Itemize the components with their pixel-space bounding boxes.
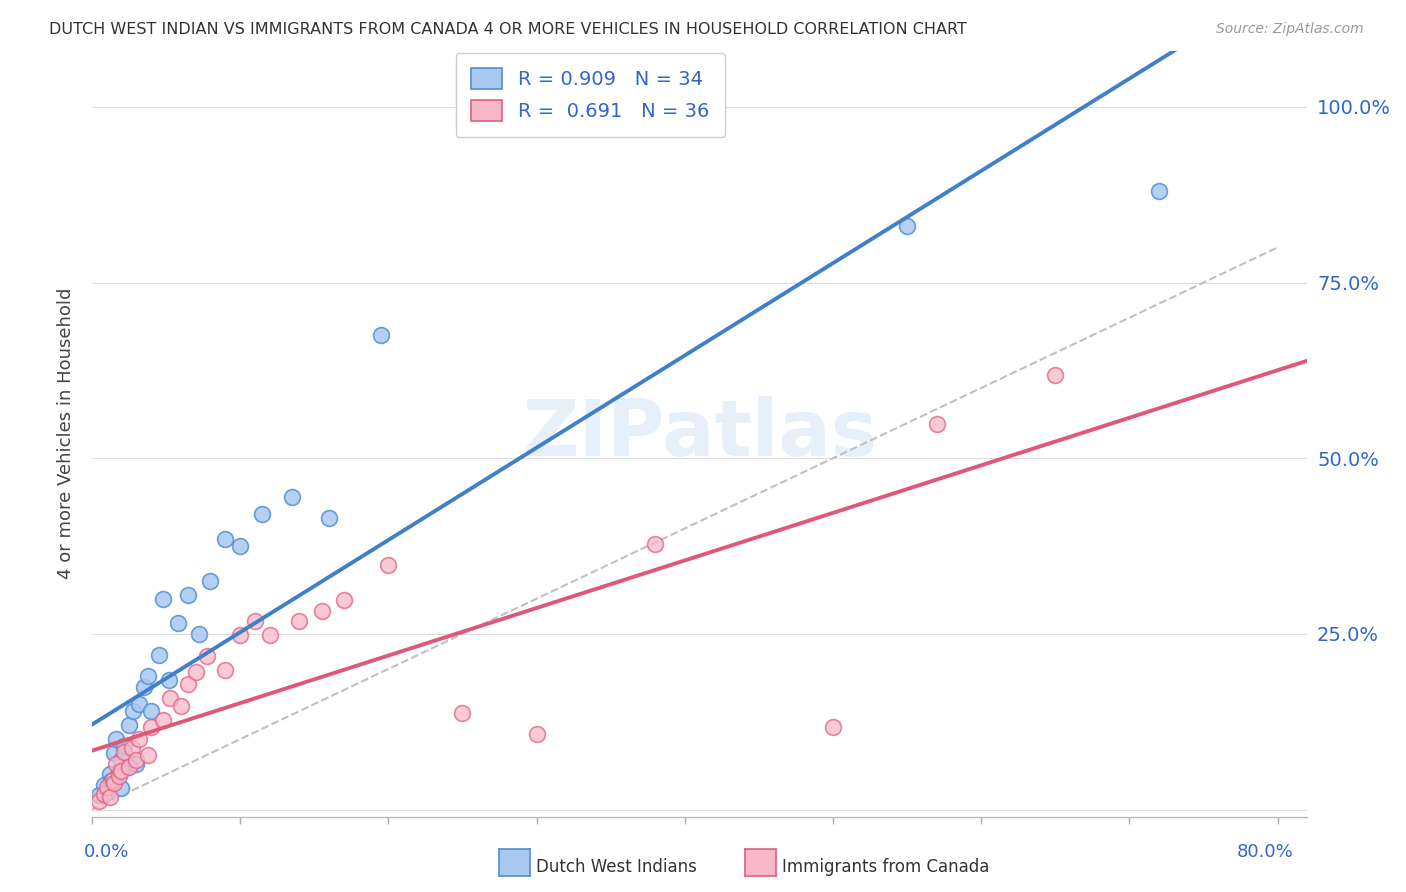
Point bbox=[101, 772, 124, 787]
Point bbox=[370, 328, 392, 343]
Point bbox=[125, 753, 148, 767]
Point bbox=[98, 767, 121, 781]
Point bbox=[200, 574, 222, 589]
Point bbox=[107, 764, 129, 778]
Point bbox=[644, 537, 666, 551]
Point bbox=[377, 558, 399, 572]
Point bbox=[526, 726, 548, 740]
Point bbox=[821, 720, 844, 734]
Point bbox=[114, 739, 136, 754]
Point bbox=[93, 787, 115, 801]
Point bbox=[184, 665, 207, 680]
Point bbox=[103, 776, 125, 790]
Point bbox=[89, 789, 111, 803]
Point bbox=[214, 664, 236, 678]
Point bbox=[118, 718, 141, 732]
Point bbox=[166, 616, 188, 631]
Text: 80.0%: 80.0% bbox=[1237, 843, 1294, 861]
Point bbox=[107, 769, 129, 783]
Text: 0.0%: 0.0% bbox=[84, 843, 129, 861]
Point bbox=[96, 780, 118, 794]
Point bbox=[318, 511, 340, 525]
Point bbox=[896, 219, 918, 234]
Point bbox=[121, 740, 143, 755]
Point bbox=[214, 532, 236, 546]
Point bbox=[136, 669, 159, 683]
Point bbox=[333, 593, 356, 607]
Point bbox=[89, 794, 111, 808]
Point bbox=[187, 627, 209, 641]
Point bbox=[288, 614, 311, 628]
Point bbox=[925, 417, 948, 432]
Point bbox=[281, 490, 304, 504]
Point bbox=[114, 745, 136, 759]
Point bbox=[98, 789, 121, 804]
Point bbox=[159, 691, 181, 706]
Point bbox=[122, 704, 145, 718]
Point bbox=[1147, 184, 1170, 198]
Legend: R = 0.909   N = 34, R =  0.691   N = 36: R = 0.909 N = 34, R = 0.691 N = 36 bbox=[456, 53, 724, 137]
Text: Immigrants from Canada: Immigrants from Canada bbox=[782, 858, 988, 876]
Point bbox=[152, 591, 174, 606]
Point bbox=[252, 508, 274, 522]
Point bbox=[110, 764, 132, 778]
Point bbox=[96, 785, 118, 799]
Point bbox=[93, 778, 115, 792]
Point bbox=[132, 680, 155, 694]
Point bbox=[1045, 368, 1067, 383]
Text: Dutch West Indians: Dutch West Indians bbox=[536, 858, 696, 876]
Point bbox=[451, 706, 474, 720]
Point bbox=[243, 614, 266, 628]
Point bbox=[125, 756, 148, 771]
Point bbox=[139, 720, 162, 734]
Text: ZIPatlas: ZIPatlas bbox=[522, 396, 877, 472]
Text: Source: ZipAtlas.com: Source: ZipAtlas.com bbox=[1216, 22, 1364, 37]
Point bbox=[229, 539, 252, 553]
Y-axis label: 4 or more Vehicles in Household: 4 or more Vehicles in Household bbox=[58, 288, 75, 579]
Point bbox=[177, 588, 200, 602]
Point bbox=[103, 747, 125, 761]
Point bbox=[128, 732, 150, 747]
Point bbox=[104, 756, 127, 771]
Point bbox=[100, 774, 122, 789]
Point bbox=[177, 677, 200, 691]
Point bbox=[128, 697, 150, 711]
Point bbox=[118, 760, 141, 774]
Point bbox=[157, 673, 180, 687]
Point bbox=[104, 732, 127, 747]
Point bbox=[311, 604, 333, 618]
Point bbox=[148, 648, 170, 662]
Text: DUTCH WEST INDIAN VS IMMIGRANTS FROM CANADA 4 OR MORE VEHICLES IN HOUSEHOLD CORR: DUTCH WEST INDIAN VS IMMIGRANTS FROM CAN… bbox=[49, 22, 967, 37]
Point bbox=[139, 704, 162, 718]
Point bbox=[229, 628, 252, 642]
Point bbox=[117, 760, 139, 774]
Point bbox=[152, 713, 174, 727]
Point bbox=[259, 628, 281, 642]
Point bbox=[136, 747, 159, 762]
Point bbox=[110, 781, 132, 796]
Point bbox=[170, 698, 193, 713]
Point bbox=[110, 753, 132, 767]
Point bbox=[197, 649, 219, 664]
